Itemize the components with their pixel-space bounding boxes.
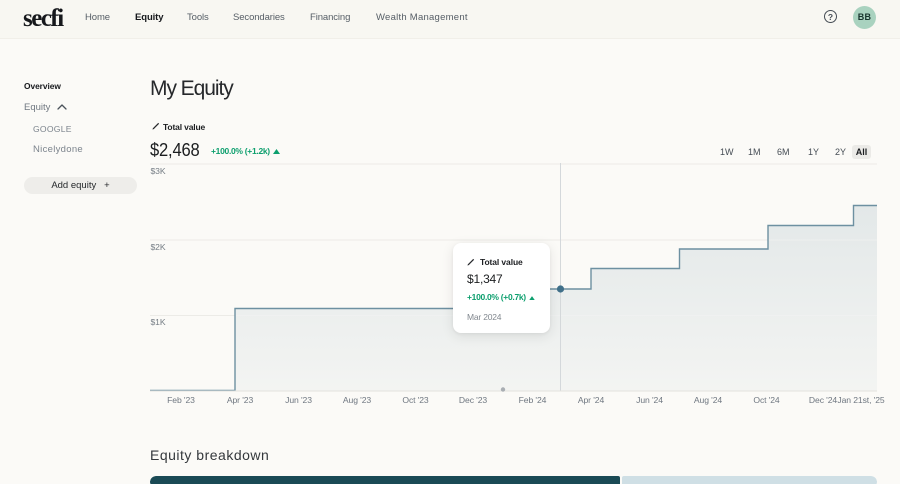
- svg-text:Dec '24: Dec '24: [809, 395, 837, 405]
- svg-text:Feb '23: Feb '23: [167, 395, 195, 405]
- svg-text:Oct '24: Oct '24: [753, 395, 780, 405]
- svg-text:$2K: $2K: [151, 242, 166, 252]
- svg-text:Apr '24: Apr '24: [578, 395, 605, 405]
- svg-text:Aug '24: Aug '24: [694, 395, 722, 405]
- svg-text:Jun '23: Jun '23: [285, 395, 312, 405]
- svg-text:$1K: $1K: [151, 317, 166, 327]
- svg-text:Apr '23: Apr '23: [227, 395, 254, 405]
- svg-text:Feb '24: Feb '24: [519, 395, 547, 405]
- svg-text:$3K: $3K: [151, 166, 166, 176]
- svg-text:Jun '24: Jun '24: [636, 395, 663, 405]
- svg-text:Oct '23: Oct '23: [402, 395, 429, 405]
- svg-text:Jan 21st, '25: Jan 21st, '25: [837, 395, 884, 405]
- svg-text:Dec '23: Dec '23: [459, 395, 487, 405]
- svg-text:Aug '23: Aug '23: [343, 395, 371, 405]
